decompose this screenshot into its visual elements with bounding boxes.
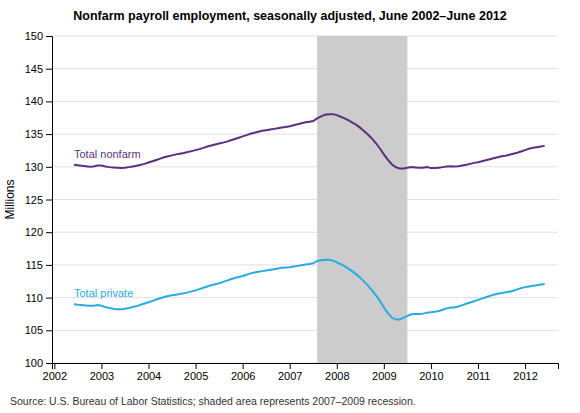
shaded-span <box>317 36 407 363</box>
y-tick-mark <box>46 232 52 233</box>
x-tick: 2006 <box>231 363 255 382</box>
x-tick-label: 2007 <box>278 370 302 382</box>
y-tick-label: 110 <box>25 292 43 304</box>
y-tick-mark <box>46 167 52 168</box>
y-tick-label: 145 <box>25 63 43 75</box>
y-tick-label: 115 <box>25 259 43 271</box>
x-tick-mark <box>54 363 55 369</box>
y-tick-mark <box>46 330 52 331</box>
y-tick: 100 <box>25 357 52 369</box>
y-tick-label: 105 <box>25 324 43 336</box>
y-tick: 140 <box>25 95 52 107</box>
x-tick-label: 2006 <box>231 370 255 382</box>
annotation: Source: U.S. Bureau of Labor Statistics;… <box>10 395 416 407</box>
x-tick-label: 2005 <box>184 370 208 382</box>
y-tick-label: 140 <box>25 95 43 107</box>
y-tick-label: 125 <box>25 194 43 206</box>
x-tick-label: 2010 <box>419 370 443 382</box>
y-tick-mark <box>46 298 52 299</box>
series-line <box>74 114 545 168</box>
series-label: Total nonfarm <box>74 148 141 160</box>
grid-line <box>52 101 558 102</box>
y-tick: 115 <box>25 259 52 271</box>
plot-area <box>74 36 545 363</box>
y-tick-mark <box>46 36 52 37</box>
x-tick: 2007 <box>278 363 302 382</box>
y-tick-mark <box>46 69 52 70</box>
y-tick: 110 <box>25 292 52 304</box>
grid-line <box>52 232 558 233</box>
y-tick-label: 120 <box>25 226 43 238</box>
x-tick-label: 2002 <box>43 370 67 382</box>
x-tick: 2004 <box>137 363 161 382</box>
y-tick: 125 <box>25 194 52 206</box>
y-axis: 100 105 110 115 120 125 130 135 140 145 150 <box>25 30 53 369</box>
x-tick-mark <box>243 363 244 369</box>
x-tick: 2011 <box>467 363 491 382</box>
y-tick: 135 <box>25 128 52 140</box>
y-tick-label: 135 <box>25 128 43 140</box>
x-tick: 2002 <box>43 363 67 382</box>
x-tick-label: 2011 <box>467 370 491 382</box>
chart: 2002 2003 2004 2005 2006 2007 2008 2009 2010 2011… <box>0 0 580 413</box>
x-tick-mark <box>290 363 291 369</box>
x-tick-label: 2004 <box>137 370 161 382</box>
y-axis-title: Millions <box>3 179 17 219</box>
y-axis-line <box>46 37 53 364</box>
y-tick-mark <box>46 200 52 201</box>
series-line <box>74 260 545 320</box>
grid <box>52 36 558 363</box>
x-tick-mark <box>525 363 526 369</box>
x-tick: 2010 <box>419 363 443 382</box>
y-tick: 120 <box>25 226 52 238</box>
x-tick-mark <box>101 363 102 369</box>
x-axis-line <box>53 364 559 370</box>
x-tick-label: 2003 <box>90 370 114 382</box>
x-tick: 2008 <box>325 363 349 382</box>
y-tick: 130 <box>25 161 52 173</box>
x-tick-label: 2008 <box>325 370 349 382</box>
y-tick-label: 130 <box>25 161 43 173</box>
x-tick-mark <box>431 363 432 369</box>
x-tick-mark <box>148 363 149 369</box>
grid-line <box>52 36 558 37</box>
y-tick-label: 100 <box>25 357 43 369</box>
y-tick: 145 <box>25 63 52 75</box>
x-tick-mark <box>384 363 385 369</box>
y-tick-mark <box>46 101 52 102</box>
grid-line <box>52 68 558 69</box>
grid-line <box>52 199 558 200</box>
series-label: Total private <box>74 287 133 299</box>
x-tick-mark <box>196 363 197 369</box>
x-tick: 2009 <box>372 363 396 382</box>
x-tick: 2012 <box>513 363 537 382</box>
x-axis: 2002 2003 2004 2005 2006 2007 2008 2009 2010 2011… <box>43 363 559 382</box>
x-tick-mark <box>337 363 338 369</box>
y-tick-mark <box>46 134 52 135</box>
x-tick: 2003 <box>90 363 114 382</box>
x-tick-label: 2009 <box>372 370 396 382</box>
x-tick-label: 2012 <box>513 370 537 382</box>
y-tick-label: 150 <box>25 30 43 42</box>
title: Nonfarm payroll employment, seasonally a… <box>73 9 507 23</box>
y-tick-mark <box>46 265 52 266</box>
grid-line <box>52 134 558 135</box>
y-tick: 105 <box>25 324 52 336</box>
y-tick: 150 <box>25 30 52 42</box>
x-tick-mark <box>478 363 479 369</box>
x-tick: 2005 <box>184 363 208 382</box>
grid-line <box>52 330 558 331</box>
y-tick-mark <box>46 363 52 364</box>
